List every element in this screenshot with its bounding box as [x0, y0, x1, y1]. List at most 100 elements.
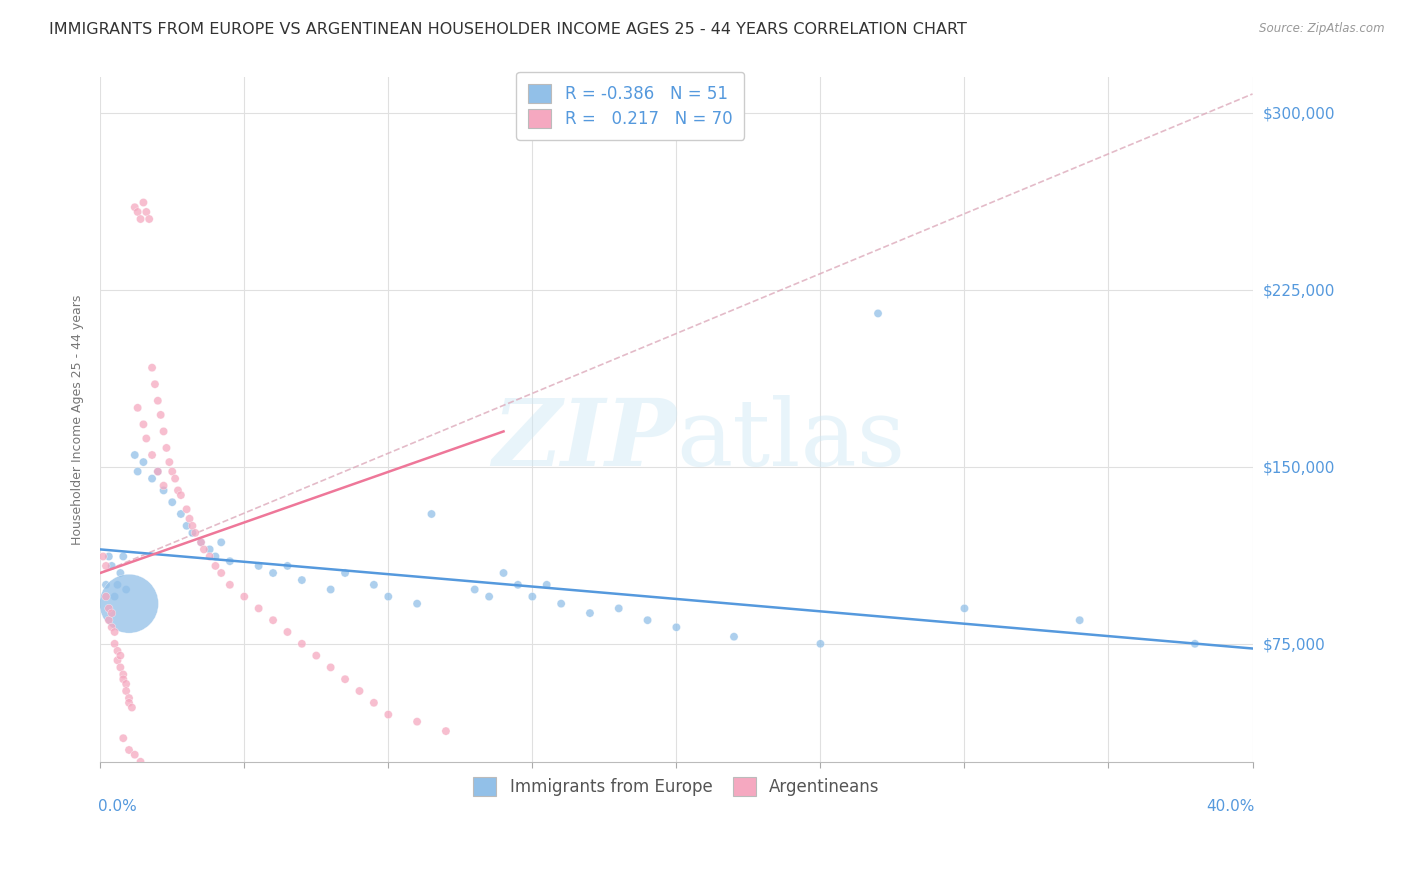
Point: [112, 672, 135, 686]
Point: [176, 502, 198, 516]
Point: [132, 455, 155, 469]
Point: [723, 630, 745, 644]
Point: [247, 601, 270, 615]
Point: [127, 401, 149, 415]
Point: [305, 648, 328, 663]
Point: [276, 558, 298, 573]
Point: [204, 558, 226, 573]
Point: [333, 566, 356, 580]
Point: [152, 425, 174, 439]
Point: [112, 549, 135, 564]
Point: [492, 566, 515, 580]
Point: [143, 377, 166, 392]
Point: [112, 731, 135, 746]
Point: [247, 558, 270, 573]
Point: [132, 417, 155, 432]
Point: [141, 472, 163, 486]
Point: [536, 578, 558, 592]
Point: [104, 590, 127, 604]
Point: [135, 205, 157, 219]
Point: [112, 667, 135, 681]
Point: [152, 478, 174, 492]
Text: IMMIGRANTS FROM EUROPE VS ARGENTINEAN HOUSEHOLDER INCOME AGES 25 - 44 YEARS CORR: IMMIGRANTS FROM EUROPE VS ARGENTINEAN HO…: [49, 22, 967, 37]
Point: [124, 448, 146, 462]
Point: [132, 195, 155, 210]
Point: [637, 613, 659, 627]
Point: [97, 549, 120, 564]
Point: [184, 525, 207, 540]
Point: [1184, 637, 1206, 651]
Point: [141, 360, 163, 375]
Point: [100, 606, 122, 620]
Point: [363, 578, 385, 592]
Point: [262, 613, 284, 627]
Point: [291, 637, 314, 651]
Point: [434, 724, 457, 739]
Point: [464, 582, 486, 597]
Point: [190, 535, 212, 549]
Point: [218, 554, 240, 568]
Point: [377, 707, 399, 722]
Point: [115, 684, 138, 698]
Point: [107, 653, 129, 667]
Point: [866, 306, 889, 320]
Point: [291, 573, 314, 587]
Point: [115, 677, 138, 691]
Point: [550, 597, 572, 611]
Y-axis label: Householder Income Ages 25 - 44 years: Householder Income Ages 25 - 44 years: [72, 294, 84, 545]
Point: [167, 483, 190, 498]
Point: [233, 590, 256, 604]
Legend: Immigrants from Europe, Argentineans: Immigrants from Europe, Argentineans: [465, 769, 889, 805]
Point: [146, 393, 169, 408]
Point: [209, 566, 232, 580]
Point: [104, 625, 127, 640]
Point: [146, 465, 169, 479]
Text: ZIP: ZIP: [492, 395, 676, 485]
Point: [276, 625, 298, 640]
Point: [91, 549, 114, 564]
Point: [104, 637, 127, 651]
Point: [100, 620, 122, 634]
Point: [506, 578, 529, 592]
Text: 40.0%: 40.0%: [1206, 799, 1254, 814]
Point: [110, 660, 132, 674]
Point: [100, 558, 122, 573]
Point: [110, 566, 132, 580]
Point: [129, 212, 152, 227]
Point: [209, 535, 232, 549]
Point: [160, 465, 183, 479]
Point: [176, 518, 198, 533]
Point: [94, 558, 117, 573]
Text: atlas: atlas: [676, 395, 905, 485]
Point: [607, 601, 630, 615]
Point: [155, 441, 177, 455]
Point: [124, 747, 146, 762]
Point: [218, 578, 240, 592]
Point: [146, 465, 169, 479]
Point: [406, 714, 429, 729]
Point: [953, 601, 976, 615]
Point: [181, 525, 204, 540]
Point: [204, 549, 226, 564]
Point: [127, 465, 149, 479]
Point: [170, 488, 193, 502]
Point: [94, 578, 117, 592]
Point: [420, 507, 443, 521]
Point: [1069, 613, 1091, 627]
Point: [118, 597, 141, 611]
Point: [138, 212, 160, 227]
Point: [141, 448, 163, 462]
Point: [179, 512, 201, 526]
Text: Source: ZipAtlas.com: Source: ZipAtlas.com: [1260, 22, 1385, 36]
Point: [319, 582, 342, 597]
Point: [127, 205, 149, 219]
Point: [94, 590, 117, 604]
Point: [97, 613, 120, 627]
Point: [377, 590, 399, 604]
Point: [149, 408, 172, 422]
Point: [135, 432, 157, 446]
Point: [190, 535, 212, 549]
Point: [118, 696, 141, 710]
Point: [170, 507, 193, 521]
Point: [810, 637, 832, 651]
